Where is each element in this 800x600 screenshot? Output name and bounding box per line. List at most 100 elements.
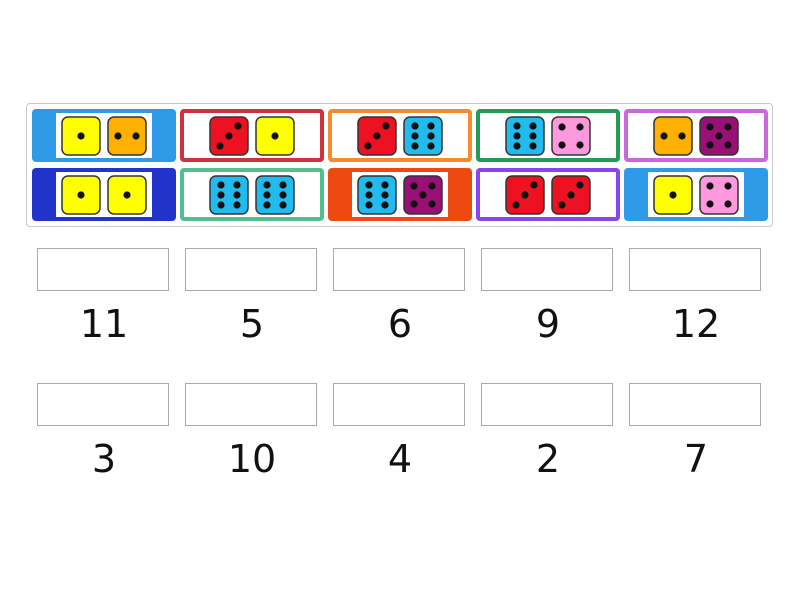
target-number: 6 (387, 302, 413, 346)
die-pip (216, 141, 224, 150)
die-face (357, 174, 397, 215)
drop-slot[interactable] (37, 383, 169, 426)
drop-slot[interactable] (333, 248, 465, 291)
die-pip (576, 180, 584, 189)
die-pip (263, 180, 271, 189)
die-3-icon (505, 174, 545, 215)
die-pip (279, 190, 287, 199)
die-pip (410, 181, 418, 190)
die-pip (233, 190, 241, 199)
die-6-icon (255, 174, 295, 215)
die-pip (567, 190, 575, 199)
tile-image (480, 113, 616, 158)
die-pip (279, 200, 287, 209)
die-face (209, 174, 249, 215)
die-pip (576, 122, 584, 131)
die-pip (513, 121, 521, 130)
die-pip (724, 140, 732, 149)
drop-slot[interactable] (629, 383, 761, 426)
die-5-icon (699, 115, 739, 156)
die-pip (77, 131, 85, 140)
drop-slot[interactable] (333, 383, 465, 426)
die-pip (529, 141, 537, 150)
dice-tile[interactable] (328, 109, 472, 162)
die-face (551, 115, 591, 156)
dice-tile[interactable] (624, 168, 768, 221)
dice-tile[interactable] (328, 168, 472, 221)
target-number: 2 (535, 437, 561, 481)
die-pip (558, 140, 566, 149)
die-pip (364, 141, 372, 150)
drop-slot[interactable] (185, 248, 317, 291)
die-pip (123, 190, 131, 199)
tile-image (184, 113, 320, 158)
dice-tile[interactable] (624, 109, 768, 162)
dice-tile[interactable] (32, 168, 176, 221)
die-pip (132, 131, 140, 140)
die-pip (233, 200, 241, 209)
die-6-icon (505, 115, 545, 156)
die-1-icon (653, 174, 693, 215)
die-3-icon (209, 115, 249, 156)
die-pip (512, 200, 520, 209)
die-1-icon (61, 174, 101, 215)
die-1-icon (61, 115, 101, 156)
target-number: 9 (535, 302, 561, 346)
die-pip (724, 122, 732, 131)
drop-slot[interactable] (481, 383, 613, 426)
die-pip (382, 121, 390, 130)
drop-slot[interactable] (185, 383, 317, 426)
drop-slot[interactable] (629, 248, 761, 291)
die-6-icon (403, 115, 443, 156)
die-pip (724, 199, 732, 208)
die-pip (411, 121, 419, 130)
die-face (653, 115, 693, 156)
die-pip (558, 122, 566, 131)
dice-tile[interactable] (476, 109, 620, 162)
die-pip (410, 199, 418, 208)
die-pip (381, 190, 389, 199)
die-pip (513, 141, 521, 150)
die-pip (263, 200, 271, 209)
die-pip (427, 131, 435, 140)
die-face (403, 115, 443, 156)
dice-tile[interactable] (476, 168, 620, 221)
die-pip (669, 190, 677, 199)
target-number: 10 (227, 437, 277, 481)
die-pip (365, 180, 373, 189)
die-pip (678, 131, 686, 140)
die-pip (558, 200, 566, 209)
drop-slot[interactable] (481, 248, 613, 291)
dice-tile[interactable] (180, 168, 324, 221)
tile-image (332, 113, 468, 158)
die-pip (706, 199, 714, 208)
die-pip (411, 141, 419, 150)
die-1-icon (255, 115, 295, 156)
die-pip (225, 131, 233, 140)
die-pip (428, 181, 436, 190)
die-4-icon (551, 115, 591, 156)
dice-tile[interactable] (32, 109, 176, 162)
die-pip (77, 190, 85, 199)
die-face (505, 115, 545, 156)
target-number: 4 (387, 437, 413, 481)
die-pip (217, 180, 225, 189)
die-pip (217, 190, 225, 199)
dice-tile[interactable] (180, 109, 324, 162)
die-3-icon (357, 115, 397, 156)
die-pip (428, 199, 436, 208)
die-4-icon (699, 174, 739, 215)
drop-slot[interactable] (37, 248, 169, 291)
die-pip (234, 121, 242, 130)
die-pip (217, 200, 225, 209)
die-face (699, 174, 739, 215)
die-pip (427, 121, 435, 130)
die-pip (576, 140, 584, 149)
die-pip (529, 121, 537, 130)
target-number: 7 (683, 437, 709, 481)
target-number: 11 (79, 302, 129, 346)
die-face (107, 115, 147, 156)
tile-image (56, 172, 152, 217)
die-pip (271, 131, 279, 140)
target-number: 3 (91, 437, 117, 481)
